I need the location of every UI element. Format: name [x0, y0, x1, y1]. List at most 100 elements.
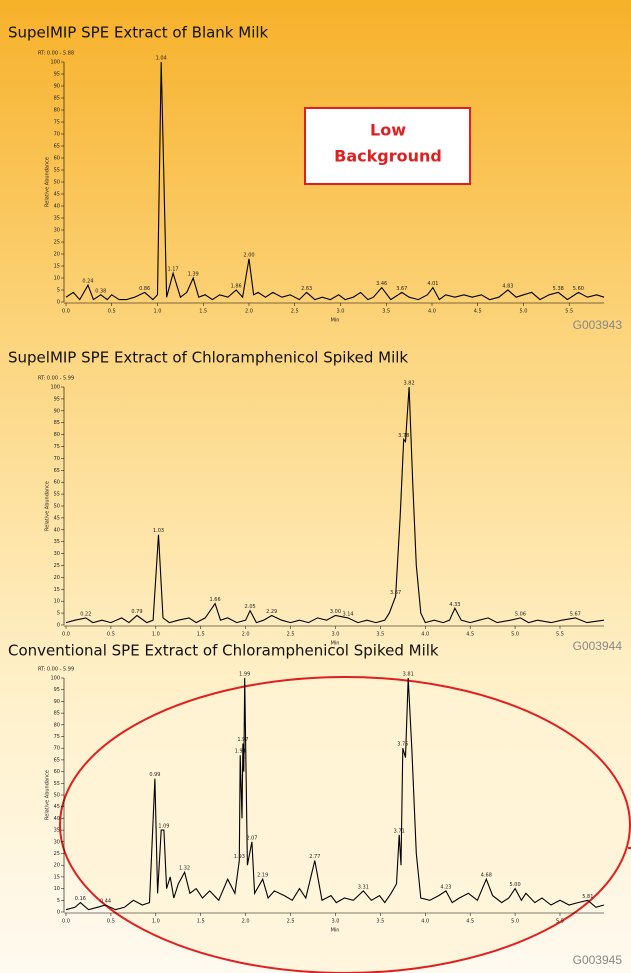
x-tick-label: 1.0 — [152, 632, 160, 638]
y-tick-label: 65 — [54, 757, 60, 763]
peak-label: 1.97 — [237, 737, 248, 743]
peak-label: 2.19 — [257, 873, 268, 879]
y-tick-label: 40 — [54, 816, 60, 822]
peak-label: 4.83 — [502, 284, 513, 290]
y-tick-label: 30 — [54, 228, 60, 234]
chromatogram-trace — [65, 677, 605, 911]
y-tick-label: 60 — [54, 156, 60, 162]
y-tick-label: 10 — [54, 276, 60, 282]
y-tick-label: 80 — [54, 108, 60, 114]
peak-label: 5.81 — [582, 894, 593, 900]
y-tick-label: 50 — [54, 180, 60, 186]
x-tick-label: 0.5 — [108, 309, 116, 315]
figure-code: G003943 — [573, 318, 623, 332]
y-axis-label: Relative Abundance — [45, 157, 51, 207]
chart-title: Conventional SPE Extract of Chlorampheni… — [8, 642, 439, 660]
peak-label: 3.82 — [404, 381, 415, 387]
peak-label: 3.31 — [358, 884, 369, 890]
x-tick-label: 1.5 — [197, 632, 205, 638]
callout-text: Low — [370, 121, 406, 140]
y-tick-label: 55 — [54, 168, 60, 174]
y-axis-label: Relative Abundance — [45, 481, 51, 531]
peak-label: 1.04 — [156, 56, 167, 62]
y-tick-label: 100 — [50, 385, 60, 391]
y-tick-label: 20 — [54, 863, 60, 869]
y-tick-label: 95 — [54, 396, 60, 402]
peak-label: 0.16 — [75, 896, 86, 902]
peak-label: 0.44 — [100, 898, 111, 904]
x-tick-label: 4.0 — [421, 632, 429, 638]
y-tick-label: 25 — [54, 563, 60, 569]
peak-label: 2.07 — [246, 835, 257, 841]
highlight-ellipse — [59, 676, 631, 973]
peak-label: 3.81 — [403, 672, 414, 678]
y-tick-label: 45 — [54, 192, 60, 198]
y-tick-label: 100 — [50, 60, 60, 66]
y-tick-label: 35 — [54, 828, 60, 834]
peak-label: 3.00 — [330, 609, 341, 615]
y-tick-label: 70 — [54, 746, 60, 752]
y-tick-label: 75 — [54, 734, 60, 740]
peak-label: 5.67 — [570, 611, 581, 617]
y-tick-label: 90 — [54, 84, 60, 90]
range-label: RT: 0.00 - 5.99 — [38, 376, 74, 382]
y-tick-label: 100 — [50, 676, 60, 682]
y-tick-label: 60 — [54, 480, 60, 486]
peak-label: 3.75 — [397, 742, 408, 748]
chart-title: SupelMIP SPE Extract of Blank Milk — [8, 24, 269, 42]
y-tick-label: 85 — [54, 711, 60, 717]
y-tick-label: 10 — [54, 886, 60, 892]
y-tick-label: 45 — [54, 804, 60, 810]
peak-label: 2.77 — [309, 854, 320, 860]
y-tick-label: 0 — [57, 623, 60, 629]
peak-label: 2.29 — [266, 609, 277, 615]
x-tick-label: 0.0 — [62, 309, 70, 315]
figure-code: G003944 — [573, 639, 623, 653]
peak-label: 2.00 — [243, 252, 254, 258]
peak-label: 1.94 — [235, 749, 246, 755]
range-label: RT: 0.00 - 5.88 — [38, 51, 74, 57]
y-tick-label: 30 — [54, 551, 60, 557]
y-tick-label: 75 — [54, 120, 60, 126]
y-tick-label: 85 — [54, 420, 60, 426]
x-tick-label: 5.0 — [511, 632, 519, 638]
peak-label: 0.22 — [80, 611, 91, 617]
peak-label: 3.78 — [398, 433, 409, 439]
y-tick-label: 0 — [57, 910, 60, 916]
x-tick-label: 3.5 — [376, 632, 384, 638]
peak-label: 0.24 — [82, 279, 93, 285]
y-tick-label: 95 — [54, 72, 60, 78]
peak-label: 3.67 — [396, 286, 407, 292]
x-tick-label: 1.0 — [154, 309, 162, 315]
chart-title: SupelMIP SPE Extract of Chloramphenicol … — [8, 349, 408, 367]
y-tick-label: 15 — [54, 874, 60, 880]
x-tick-label: 2.5 — [287, 919, 295, 925]
x-tick-label: 4.5 — [466, 919, 474, 925]
y-axis-label: Relative Abundance — [45, 770, 51, 820]
y-tick-label: 60 — [54, 769, 60, 775]
x-tick-label: 1.5 — [199, 309, 207, 315]
peak-label: 2.63 — [301, 286, 312, 292]
x-axis-label: Min — [331, 318, 340, 324]
x-tick-label: 2.5 — [291, 309, 299, 315]
y-tick-label: 80 — [54, 432, 60, 438]
x-tick-label: 0.0 — [62, 919, 70, 925]
peak-label: 2.05 — [245, 604, 256, 610]
y-tick-label: 45 — [54, 515, 60, 521]
x-tick-label: 0.5 — [107, 919, 115, 925]
peak-label: 1.93 — [234, 854, 245, 860]
peak-label: 5.00 — [510, 882, 521, 888]
x-tick-label: 4.0 — [421, 919, 429, 925]
x-tick-label: 5.0 — [520, 309, 528, 315]
y-tick-label: 5 — [57, 611, 60, 617]
peak-label: 1.09 — [158, 824, 169, 830]
x-tick-label: 3.0 — [331, 919, 339, 925]
chromatogram-trace — [65, 386, 605, 624]
y-tick-label: 50 — [54, 504, 60, 510]
peak-label: 1.32 — [179, 866, 190, 872]
y-tick-label: 20 — [54, 575, 60, 581]
peak-label: 1.86 — [231, 284, 242, 290]
chromatogram-trace — [65, 61, 605, 301]
y-tick-label: 70 — [54, 456, 60, 462]
peak-label: 1.99 — [239, 672, 250, 678]
